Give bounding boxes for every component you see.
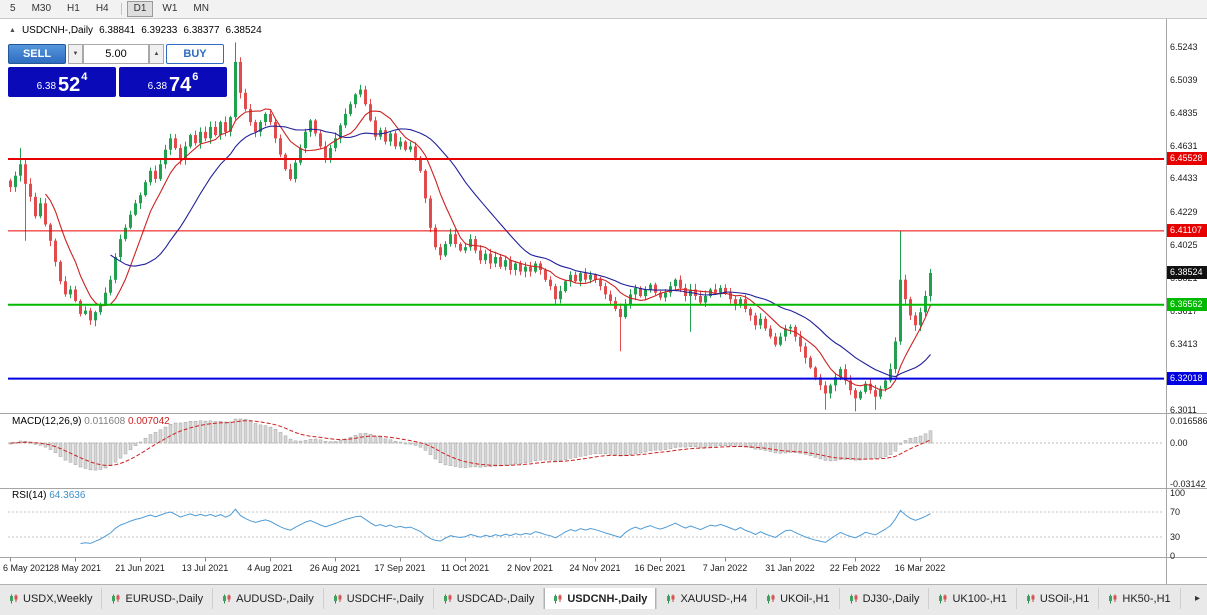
chart-title: ▲ USDCNH-,Daily 6.38841 6.39233 6.38377 …: [9, 25, 262, 36]
tab-label: AUDUSD-,Daily: [236, 592, 314, 605]
sell-price-big: 52: [58, 74, 81, 96]
ma-slow-line: [110, 125, 931, 378]
tab-chart-icon: [767, 594, 775, 603]
tab-label: UK100-,H1: [952, 592, 1007, 605]
tab-scroll-right-button[interactable]: ▸: [1188, 588, 1207, 609]
tabs-container: USDX,Weekly EURUSD-,Daily AUDUSD-,Daily USD…: [0, 588, 1181, 609]
macd-histogram: [8, 418, 933, 471]
rsi-name: RSI(14): [12, 490, 47, 501]
tab-chart-icon: [443, 594, 452, 603]
ma-fast-line: [45, 108, 932, 391]
tab-chart-icon: [939, 594, 947, 603]
tab-label: USOil-,H1: [1039, 592, 1090, 605]
tab-chart-icon: [223, 594, 231, 603]
macd-name: MACD(12,26,9): [12, 416, 82, 427]
quote-close: 6.38524: [225, 25, 262, 36]
sell-price-prefix: 6.38: [36, 81, 57, 92]
sell-button[interactable]: SELL: [8, 44, 66, 64]
timeframe-button-d1[interactable]: D1: [126, 1, 154, 17]
tab-usoil-h1[interactable]: USOil-,H1: [1017, 588, 1100, 609]
tab-chart-icon: [1026, 594, 1035, 603]
hlines-layer: [8, 158, 1164, 380]
rsi-value: 64.3636: [49, 490, 86, 501]
tab-chart-icon: [849, 594, 858, 603]
tab-label: USDCNH-,Daily: [567, 592, 648, 605]
buy-button[interactable]: BUY: [166, 44, 224, 64]
buy-price-big: 74: [169, 74, 192, 96]
tab-usdcnh-daily[interactable]: USDCNH-,Daily: [544, 588, 658, 609]
macd-signal-line: [10, 420, 931, 467]
tab-chart-icon: [554, 594, 562, 603]
tab-xauusd-h4[interactable]: XAUUSD-,H4: [657, 588, 758, 609]
tab-eurusd-daily[interactable]: EURUSD-,Daily: [102, 588, 214, 609]
sell-price-box[interactable]: 6.38 52 4: [8, 67, 116, 97]
chart-symbol-period: USDCNH-,Daily: [21, 25, 94, 36]
tab-chart-icon: [667, 594, 675, 603]
tab-dj30-daily[interactable]: DJ30-,Daily: [840, 588, 930, 609]
timeframe-button-5[interactable]: 5: [3, 1, 23, 17]
volume-decrease-button[interactable]: ▼: [68, 44, 83, 64]
volume-input[interactable]: [83, 44, 149, 64]
timeframe-button-m30[interactable]: M30: [25, 1, 58, 17]
candles-layer: [9, 42, 932, 412]
tab-label: HK50-,H1: [1122, 592, 1171, 605]
toolbar-separator: [120, 3, 122, 15]
macd-indicator-label: MACD(12,26,9) 0.011608 0.007042: [12, 416, 170, 427]
collapse-one-click-icon[interactable]: ▲: [9, 27, 16, 34]
buy-price-prefix: 6.38: [147, 81, 168, 92]
tab-chart-icon: [333, 594, 342, 603]
tab-audusd-daily[interactable]: AUDUSD-,Daily: [213, 588, 324, 609]
tab-usdx-weekly[interactable]: USDX,Weekly: [0, 588, 103, 609]
tab-chart-icon: [10, 594, 18, 603]
quote-high: 6.39233: [141, 25, 178, 36]
quote-open: 6.38841: [99, 25, 136, 36]
tab-label: EURUSD-,Daily: [125, 592, 204, 605]
tab-label: USDCHF-,Daily: [346, 592, 424, 605]
chart-tabs-bar: USDX,Weekly EURUSD-,Daily AUDUSD-,Daily USD…: [0, 584, 1207, 615]
timeframe-button-h1[interactable]: H1: [60, 1, 87, 17]
volume-stepper: ▼ ▲: [68, 44, 164, 64]
tab-usdcad-daily[interactable]: USDCAD-,Daily: [434, 588, 545, 609]
one-click-controls-row: SELL ▼ ▲ BUY: [8, 44, 228, 64]
tab-chart-icon: [112, 594, 120, 603]
tab-ukoil-h1[interactable]: UKOil-,H1: [757, 588, 840, 609]
tab-hk50-h1[interactable]: HK50-,H1: [1099, 588, 1181, 609]
timeframe-button-w1[interactable]: W1: [155, 1, 184, 17]
timeframe-button-mn[interactable]: MN: [186, 1, 216, 17]
tab-label: USDCAD-,Daily: [456, 592, 535, 605]
rsi-line: [80, 508, 931, 544]
tab-label: USDX,Weekly: [23, 592, 93, 605]
tab-chart-icon: [1109, 594, 1117, 603]
buy-price-box[interactable]: 6.38 74 6: [119, 67, 227, 97]
timeframe-button-h4[interactable]: H4: [89, 1, 116, 17]
quote-low: 6.38377: [183, 25, 220, 36]
tab-usdchf-daily[interactable]: USDCHF-,Daily: [324, 588, 434, 609]
tab-label: UKOil-,H1: [780, 592, 830, 605]
tab-label: XAUUSD-,H4: [680, 592, 748, 605]
timeframe-toolbar: 5 M30 H1 H4 D1 W1 MN: [0, 0, 1207, 19]
tab-uk100-h1[interactable]: UK100-,H1: [929, 588, 1017, 609]
macd-signal-value: 0.007042: [128, 416, 170, 427]
buy-price-sup: 6: [192, 71, 199, 83]
tab-label: DJ30-,Daily: [862, 592, 920, 605]
sell-price-sup: 4: [81, 71, 88, 83]
chevron-right-icon: ▸: [1194, 593, 1200, 604]
rsi-indicator-label: RSI(14) 64.3636: [12, 490, 85, 501]
one-click-prices-row: 6.38 52 4 6.38 74 6: [8, 67, 228, 97]
volume-increase-button[interactable]: ▲: [149, 44, 164, 64]
macd-main-value: 0.011608: [84, 416, 126, 427]
